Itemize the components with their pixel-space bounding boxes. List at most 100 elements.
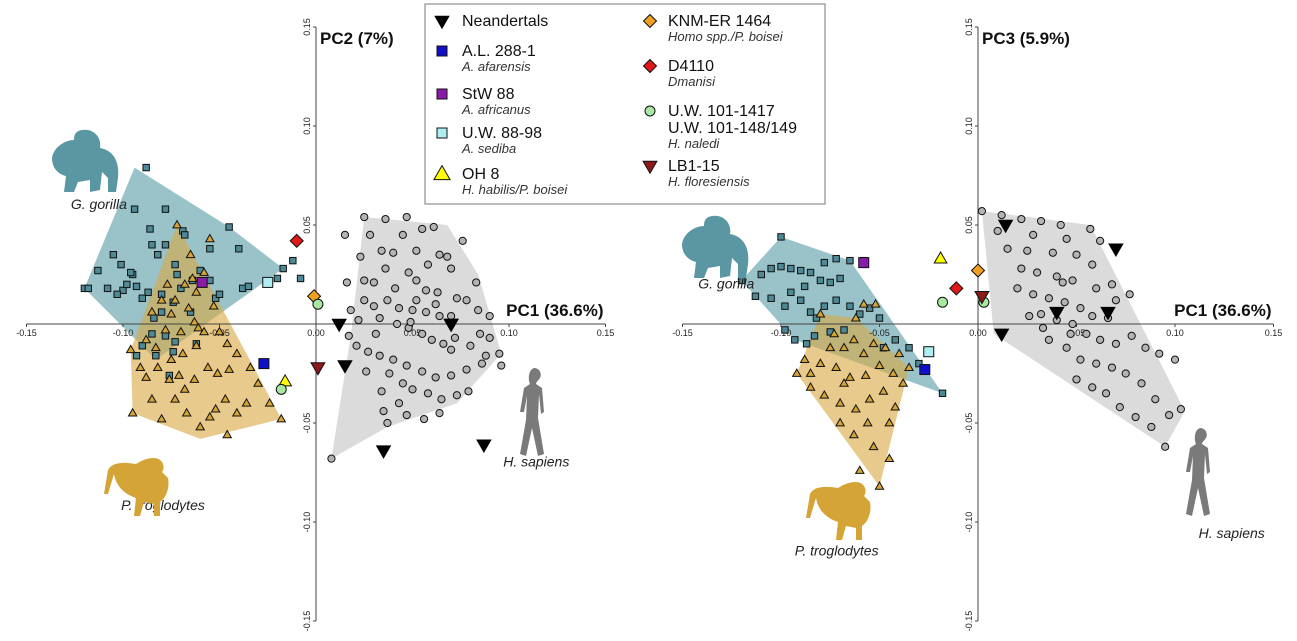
pan-point: [815, 358, 826, 367]
gorilla-point: [123, 280, 131, 289]
series-lb1: [974, 290, 990, 305]
series-uw88: [923, 346, 935, 358]
x-tick-label: 0.10: [500, 328, 518, 338]
sapiens-point: [431, 373, 440, 382]
sapiens-point: [381, 264, 390, 273]
d4110-point: [949, 281, 964, 296]
sapiens-point: [997, 211, 1006, 220]
sapiens-point: [402, 212, 411, 222]
gorilla-point: [816, 276, 825, 285]
sapiens-point: [340, 230, 350, 239]
pan-point: [156, 413, 167, 423]
lb1-point: [974, 290, 990, 305]
sapiens-point: [1072, 375, 1081, 384]
sapiens-point: [1164, 410, 1174, 420]
gorilla-point: [173, 270, 181, 279]
pan-point: [888, 368, 899, 377]
gorilla-point: [273, 274, 282, 283]
sapiens-point: [1029, 230, 1038, 239]
sapiens-point: [362, 367, 371, 376]
pan-point: [146, 306, 157, 316]
gorilla-point: [800, 282, 809, 291]
pan-point: [890, 401, 901, 411]
sapiens-point: [1176, 405, 1186, 414]
sapiens-point: [485, 333, 494, 342]
pan-point: [831, 362, 842, 371]
sapiens-point: [1017, 264, 1026, 273]
legend-subtitle: Dmanisi: [668, 74, 716, 89]
pan-point: [210, 403, 221, 413]
gorilla-point: [132, 282, 141, 291]
legend-name: LB1-15: [668, 158, 720, 175]
pan-point: [864, 393, 875, 403]
sapiens-point: [1036, 216, 1046, 226]
sapiens-point: [464, 387, 473, 396]
sapiens-point: [437, 395, 446, 404]
sapiens-point: [443, 252, 452, 261]
neand-point: [476, 439, 492, 453]
gorilla-point: [810, 332, 819, 340]
pan-point: [884, 417, 895, 427]
gorilla-point: [117, 260, 125, 269]
pan-point: [166, 354, 177, 364]
gorilla-point: [161, 205, 170, 213]
legend-marker-uw101: [644, 105, 656, 117]
sapiens-point: [435, 250, 444, 259]
sapiens-point: [1101, 389, 1111, 398]
sapiens-point: [375, 351, 384, 360]
pan-point: [835, 397, 846, 407]
pan-point: [829, 328, 840, 338]
sapiens-point: [402, 361, 411, 370]
legend-item-neand: Neandertals: [434, 13, 548, 30]
gorilla-point: [832, 254, 840, 263]
gorilla-point: [146, 225, 154, 233]
series-uw88: [262, 276, 274, 288]
legend-name: StW 88: [462, 86, 515, 103]
sapiens-point: [356, 252, 365, 261]
sapiens-point: [412, 296, 421, 305]
sapiens-point: [452, 391, 461, 400]
sapiens-point: [1088, 311, 1097, 321]
y-tick-label: -0.05: [302, 413, 312, 434]
gorilla-point: [225, 223, 233, 231]
gorilla-point: [836, 274, 844, 283]
sapiens-point: [1013, 284, 1022, 293]
sapiens-point: [354, 315, 363, 325]
sapiens-point: [404, 268, 413, 277]
series-pan: [125, 219, 287, 439]
x-tick-label: 0.05: [404, 328, 422, 338]
sapiens-point: [1058, 278, 1067, 287]
sapiens-point: [360, 296, 369, 305]
sapiens-point: [1092, 284, 1101, 293]
sapiens-point: [1088, 260, 1097, 269]
pan-point: [189, 316, 200, 326]
sapiens-point: [1088, 383, 1097, 392]
sapiens-point: [462, 296, 471, 305]
pan-point: [825, 342, 836, 352]
pan-point: [191, 286, 202, 296]
pan-point: [819, 389, 830, 399]
pan-point: [276, 413, 287, 423]
sapiens-point: [371, 329, 380, 338]
series-d4110: [949, 281, 964, 296]
sapiens-point: [398, 230, 407, 239]
pan-point: [805, 382, 816, 391]
sapiens-point: [369, 302, 378, 311]
gorilla-point: [806, 308, 815, 316]
pan-point: [164, 374, 175, 383]
series-neand: [993, 219, 1124, 343]
sapiens-point: [1060, 298, 1069, 307]
sapiens-point: [1115, 403, 1124, 412]
legend-subtitle: H. habilis/P. boisei: [462, 182, 568, 197]
pan-point: [181, 407, 192, 417]
al288-point: [258, 358, 270, 370]
pan-point: [173, 370, 184, 379]
gorilla-point: [846, 302, 854, 310]
sapiens-point: [1096, 335, 1105, 344]
uw88-point: [262, 276, 274, 288]
legend-marker-stw88: [436, 88, 448, 100]
pan-point: [858, 298, 869, 308]
series-sapiens: [977, 207, 1186, 451]
